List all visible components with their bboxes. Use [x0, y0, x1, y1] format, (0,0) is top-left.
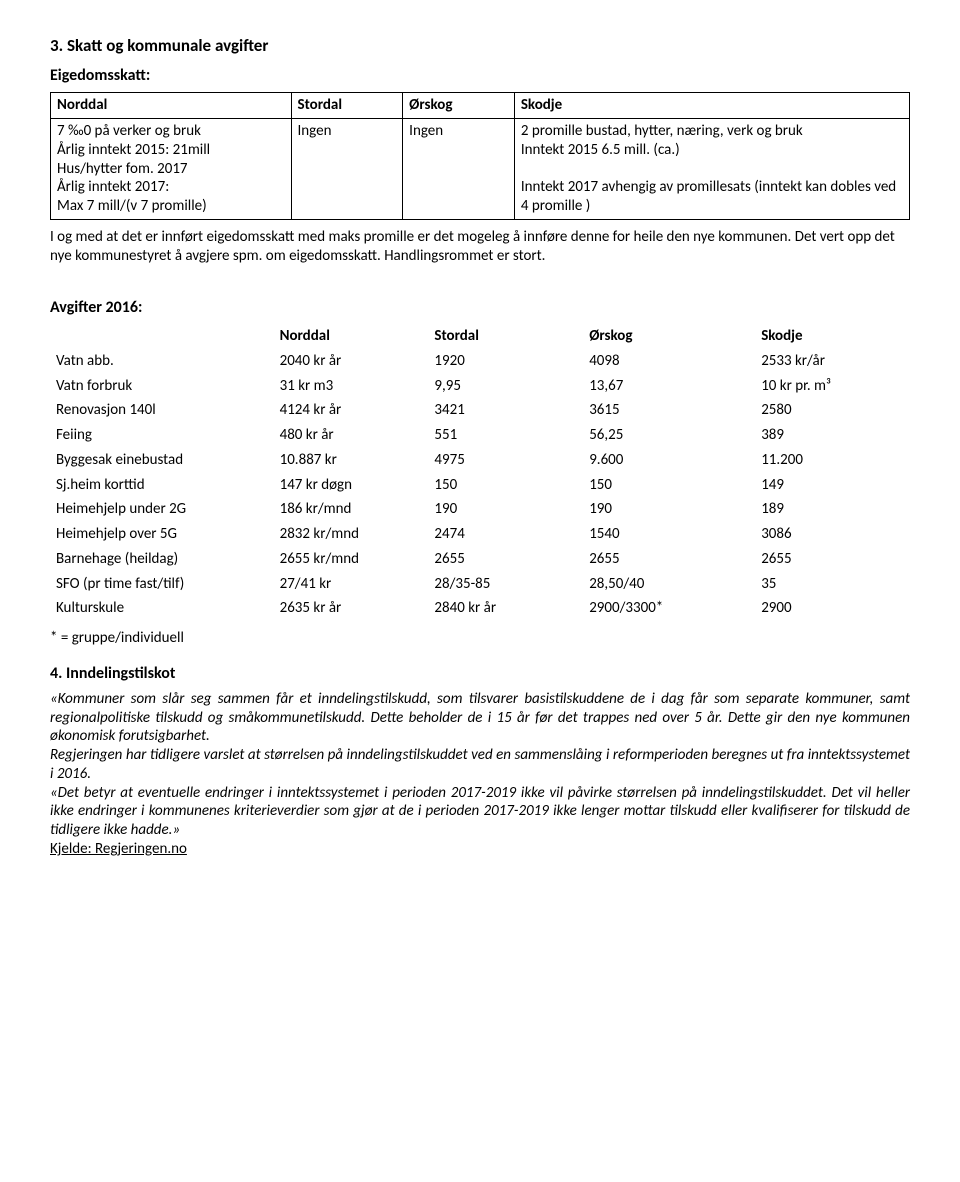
table-cell: 27/41 kr [274, 572, 429, 597]
table-cell: 2533 kr/år [755, 349, 910, 374]
table-cell: 190 [583, 497, 755, 522]
italic-text: «Kommuner som slår seg sammen får et inn… [50, 690, 910, 746]
table-cell: 2832 kr/mnd [274, 522, 429, 547]
table-cell: 13,67 [583, 374, 755, 399]
table-cell: 189 [755, 497, 910, 522]
section-heading-inndeling: 4. Inndelingstilskot [50, 664, 910, 684]
table-cell: 7 ‰0 på verker og bruk Årlig inntekt 201… [51, 119, 292, 220]
table-row: Heimehjelp under 2G186 kr/mnd190190189 [50, 497, 910, 522]
table-cell: Vatn forbruk [50, 374, 274, 399]
col-header: Norddal [274, 324, 429, 349]
italic-text: «Det betyr at eventuelle endringer i inn… [50, 784, 910, 840]
table-cell: 150 [583, 473, 755, 498]
table-footnote: * = gruppe/individuell [50, 629, 910, 648]
italic-text: Regjeringen har tidligere varslet at stø… [50, 746, 910, 783]
table-row: Vatn forbruk31 kr m39,9513,6710 kr pr. m… [50, 374, 910, 399]
table-cell: 2580 [755, 398, 910, 423]
table-cell: 4098 [583, 349, 755, 374]
table-cell: 11.200 [755, 448, 910, 473]
table-row: Renovasjon 140l4124 kr år342136152580 [50, 398, 910, 423]
table-cell: 147 kr døgn [274, 473, 429, 498]
table-row: SFO (pr time fast/tilf)27/41 kr28/35-852… [50, 572, 910, 597]
table-cell: 2900/3300* [583, 596, 755, 621]
table-cell: 9,95 [428, 374, 583, 399]
table-cell: 2900 [755, 596, 910, 621]
table-row: Vatn abb.2040 kr år192040982533 kr/år [50, 349, 910, 374]
col-header: Norddal [51, 93, 292, 119]
table-header-row: NorddalStordalØrskogSkodje [50, 324, 910, 349]
table-cell: 3421 [428, 398, 583, 423]
table-cell: 2655 [755, 547, 910, 572]
table-cell: 10 kr pr. m³ [755, 374, 910, 399]
table-cell: Feiing [50, 423, 274, 448]
table-cell: Ingen [291, 119, 403, 220]
table-row: Feiing480 kr år55156,25389 [50, 423, 910, 448]
table-cell: Byggesak einebustad [50, 448, 274, 473]
table-cell: Vatn abb. [50, 349, 274, 374]
table-cell: 10.887 kr [274, 448, 429, 473]
avgifter-label: Avgifter 2016: [50, 298, 910, 318]
table-cell: 2840 kr år [428, 596, 583, 621]
col-header [50, 324, 274, 349]
table-cell: 2655 [428, 547, 583, 572]
table-cell: Ingen [403, 119, 515, 220]
table-row: Kulturskule2635 kr år2840 kr år2900/3300… [50, 596, 910, 621]
table-cell: 2635 kr år [274, 596, 429, 621]
col-header: Stordal [428, 324, 583, 349]
source-label: Kjelde: Regjeringen.no [50, 840, 187, 858]
eigedomsskatt-label: Eigedomsskatt: [50, 66, 910, 86]
table-cell: 1540 [583, 522, 755, 547]
table-cell: 3615 [583, 398, 755, 423]
table-cell: 2655 [583, 547, 755, 572]
table-cell: 28/35-85 [428, 572, 583, 597]
table-cell: Kulturskule [50, 596, 274, 621]
table-cell: SFO (pr time fast/tilf) [50, 572, 274, 597]
section-heading-skatt: 3. Skatt og kommunale avgifter [50, 35, 910, 56]
table-cell: 186 kr/mnd [274, 497, 429, 522]
table-cell: 2474 [428, 522, 583, 547]
table-cell: 480 kr år [274, 423, 429, 448]
table-cell: Heimehjelp under 2G [50, 497, 274, 522]
table-cell: 190 [428, 497, 583, 522]
table-cell: 2040 kr år [274, 349, 429, 374]
eigedomsskatt-table: Norddal Stordal Ørskog Skodje 7 ‰0 på ve… [50, 92, 910, 220]
table-cell: 389 [755, 423, 910, 448]
table-row: Sj.heim korttid147 kr døgn150150149 [50, 473, 910, 498]
paragraph-inndeling: «Kommuner som slår seg sammen får et inn… [50, 690, 910, 859]
table-cell: 1920 [428, 349, 583, 374]
table-cell: 150 [428, 473, 583, 498]
table-cell: 2655 kr/mnd [274, 547, 429, 572]
paragraph-eigedomsskatt: I og med at det er innført eigedomsskatt… [50, 228, 910, 266]
table-cell: Sj.heim korttid [50, 473, 274, 498]
table-row: 7 ‰0 på verker og bruk Årlig inntekt 201… [51, 119, 910, 220]
table-row: Byggesak einebustad10.887 kr49759.60011.… [50, 448, 910, 473]
table-cell: 4124 kr år [274, 398, 429, 423]
col-header: Skodje [755, 324, 910, 349]
table-cell: 28,50/40 [583, 572, 755, 597]
table-cell: Renovasjon 140l [50, 398, 274, 423]
table-row: Heimehjelp over 5G2832 kr/mnd24741540308… [50, 522, 910, 547]
table-cell: 56,25 [583, 423, 755, 448]
table-cell: 4975 [428, 448, 583, 473]
table-cell: Barnehage (heildag) [50, 547, 274, 572]
table-cell: 2 promille bustad, hytter, næring, verk … [514, 119, 909, 220]
avgifter-table: NorddalStordalØrskogSkodjeVatn abb.2040 … [50, 324, 910, 621]
col-header: Skodje [514, 93, 909, 119]
table-cell: 9.600 [583, 448, 755, 473]
table-row: Barnehage (heildag)2655 kr/mnd2655265526… [50, 547, 910, 572]
table-cell: 3086 [755, 522, 910, 547]
table-cell: 551 [428, 423, 583, 448]
table-cell: 35 [755, 572, 910, 597]
table-header-row: Norddal Stordal Ørskog Skodje [51, 93, 910, 119]
col-header: Ørskog [403, 93, 515, 119]
table-cell: 31 kr m3 [274, 374, 429, 399]
col-header: Stordal [291, 93, 403, 119]
table-cell: Heimehjelp over 5G [50, 522, 274, 547]
col-header: Ørskog [583, 324, 755, 349]
table-cell: 149 [755, 473, 910, 498]
